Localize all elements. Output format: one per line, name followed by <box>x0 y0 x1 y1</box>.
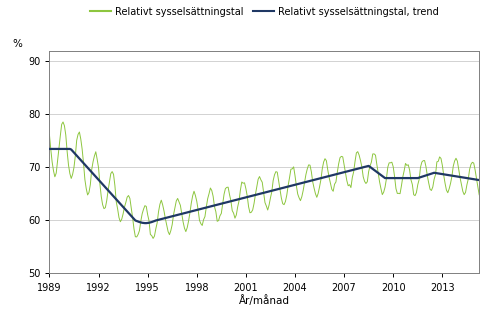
Relativt sysselsättningstal, trend <box>272 188 278 192</box>
Relativt sysselsättningstal <box>67 172 73 176</box>
Relativt sysselsättningstal, trend <box>143 221 149 225</box>
Relativt sysselsättningstal, trend <box>476 178 482 182</box>
Relativt sysselsättningstal <box>60 120 66 124</box>
Relativt sysselsättningstal <box>56 146 62 150</box>
Legend: Relativt sysselsättningstal, Relativt sysselsättningstal, trend: Relativt sysselsättningstal, Relativt sy… <box>89 7 439 17</box>
Relativt sysselsättningstal, trend <box>46 147 52 151</box>
Line: Relativt sysselsättningstal, trend: Relativt sysselsättningstal, trend <box>49 149 479 223</box>
Relativt sysselsättningstal, trend <box>56 147 62 151</box>
Relativt sysselsättningstal, trend <box>55 147 61 151</box>
Relativt sysselsättningstal, trend <box>66 147 72 151</box>
Text: %: % <box>13 39 23 49</box>
Relativt sysselsättningstal, trend <box>222 201 228 204</box>
Relativt sysselsättningstal <box>273 170 279 174</box>
Relativt sysselsättningstal <box>207 186 213 190</box>
Relativt sysselsättningstal <box>55 159 61 162</box>
Relativt sysselsättningstal <box>150 237 156 240</box>
Relativt sysselsättningstal <box>476 193 482 197</box>
X-axis label: År/månad: År/månad <box>239 295 290 306</box>
Relativt sysselsättningstal, trend <box>206 205 212 209</box>
Line: Relativt sysselsättningstal: Relativt sysselsättningstal <box>49 122 479 238</box>
Relativt sysselsättningstal <box>224 185 230 189</box>
Relativt sysselsättningstal <box>46 133 52 136</box>
